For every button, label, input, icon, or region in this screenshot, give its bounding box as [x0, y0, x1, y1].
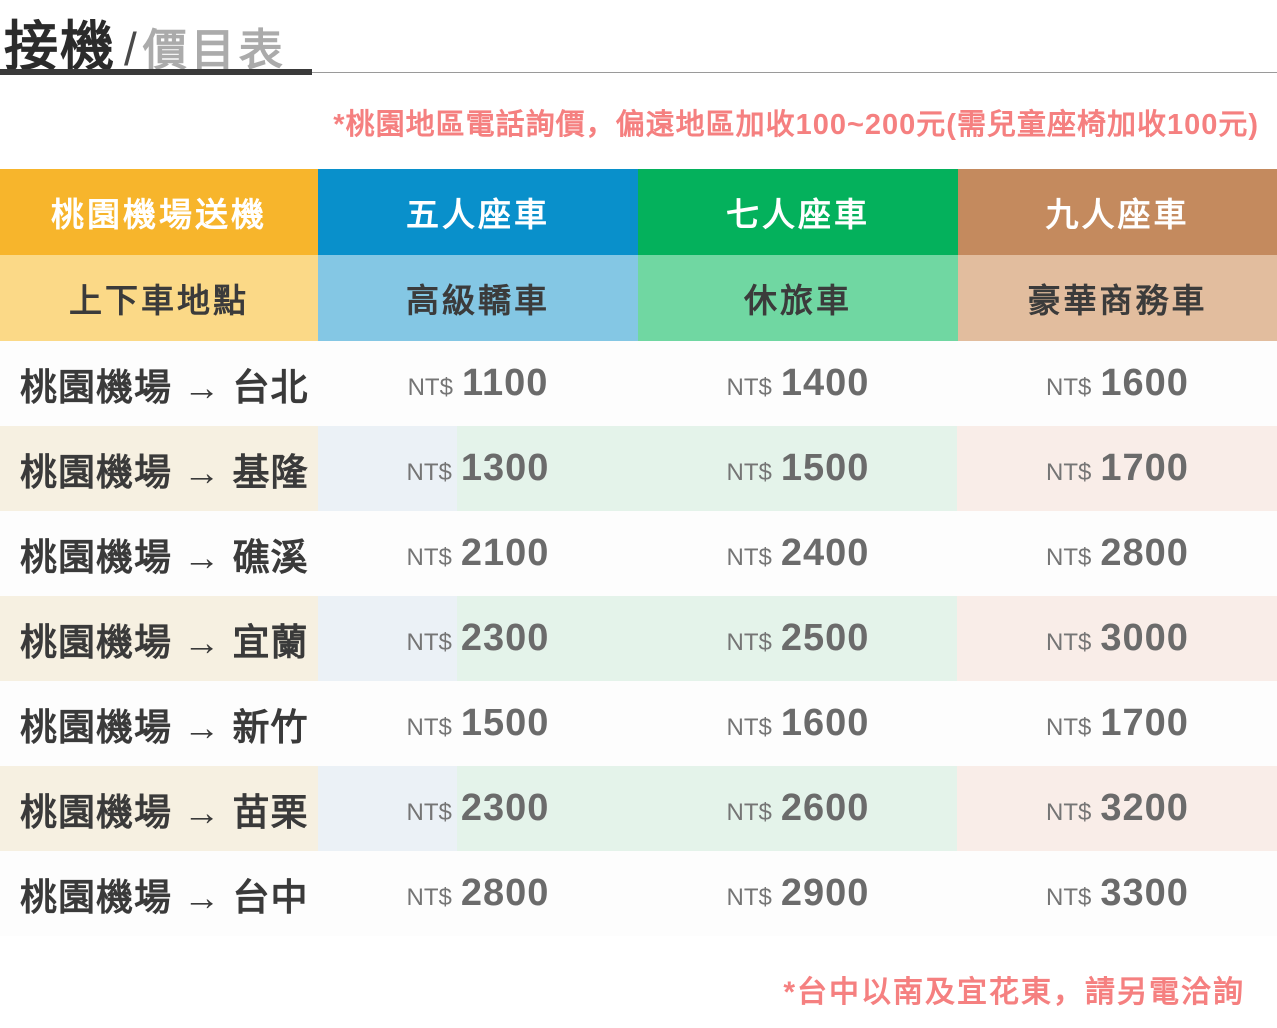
route-cell: 桃園機場 → 新竹	[20, 706, 309, 748]
price-cell: NT$ 2800	[958, 532, 1277, 575]
bottom-note: *台中以南及宜花東，請另電洽詢	[783, 976, 1245, 1009]
price-cell: NT$ 2300	[318, 787, 638, 830]
currency-label: NT$	[406, 884, 452, 911]
currency-label: NT$	[406, 629, 452, 656]
price-cell: NT$ 1100	[318, 362, 638, 405]
price-amount: 3300	[1100, 872, 1189, 914]
currency-label: NT$	[1046, 629, 1092, 656]
price-amount: 1500	[780, 447, 870, 489]
price-amount: 2600	[780, 787, 870, 829]
currency-label: NT$	[726, 884, 772, 911]
currency-label: NT$	[726, 544, 772, 571]
price-cell: NT$ 2500	[638, 617, 958, 660]
price-amount: 2300	[460, 617, 550, 659]
price-cell: NT$ 2900	[638, 872, 958, 915]
currency-label: NT$	[406, 799, 452, 826]
title-secondary: 價目表	[142, 26, 287, 75]
price-cell: NT$ 1600	[958, 362, 1277, 405]
title-primary: 接機	[4, 17, 116, 77]
price-amount: 1400	[780, 362, 870, 404]
currency-label: NT$	[406, 459, 452, 486]
table-row: 桃園機場 → 宜蘭 NT$ 2300 NT$ 2500 NT$ 3000	[0, 596, 1277, 681]
price-amount: 1600	[780, 702, 870, 744]
column-header-cell: 七人座車	[638, 169, 958, 255]
price-amount: 1700	[1100, 447, 1189, 489]
price-amount: 1300	[460, 447, 550, 489]
route-cell: 桃園機場 → 基隆	[20, 451, 309, 493]
table-header-row: 桃園機場送機 五人座車 七人座車 九人座車	[0, 169, 1277, 255]
column-header-cell: 桃園機場送機	[0, 169, 318, 255]
price-cell: NT$ 2300	[318, 617, 638, 660]
currency-label: NT$	[406, 544, 452, 571]
price-cell: NT$ 1300	[318, 447, 638, 490]
price-cell: NT$ 1500	[318, 702, 638, 745]
table-row: 桃園機場 → 基隆 NT$ 1300 NT$ 1500 NT$ 1700	[0, 426, 1277, 511]
column-subheader-cell: 休旅車	[638, 255, 958, 341]
table-row: 桃園機場 → 礁溪 NT$ 2100 NT$ 2400 NT$ 2800	[0, 511, 1277, 596]
price-amount: 2900	[780, 872, 870, 914]
price-cell: NT$ 3000	[958, 617, 1277, 660]
price-amount: 2800	[460, 872, 550, 914]
price-cell: NT$ 1700	[958, 702, 1277, 745]
currency-label: NT$	[1046, 459, 1092, 486]
title-underline-dark-segment	[0, 69, 312, 75]
route-cell: 桃園機場 → 宜蘭	[20, 621, 309, 663]
price-amount: 1700	[1100, 702, 1189, 744]
column-header-cell: 五人座車	[318, 169, 638, 255]
table-row: 桃園機場 → 台中 NT$ 2800 NT$ 2900 NT$ 3300	[0, 851, 1277, 936]
currency-label: NT$	[726, 799, 772, 826]
price-amount: 2500	[780, 617, 870, 659]
price-amount: 2300	[460, 787, 550, 829]
table-row: 桃園機場 → 新竹 NT$ 1500 NT$ 1600 NT$ 1700	[0, 681, 1277, 766]
price-cell: NT$ 1500	[638, 447, 958, 490]
price-cell: NT$ 1400	[638, 362, 958, 405]
table-row: 桃園機場 → 台北 NT$ 1100 NT$ 1400 NT$ 1600	[0, 341, 1277, 426]
table-body: 桃園機場 → 台北 NT$ 1100 NT$ 1400 NT$ 1600 桃園機場 → 基隆 N…	[0, 341, 1277, 936]
column-subheader-cell: 上下車地點	[0, 255, 318, 341]
price-amount: 2100	[460, 532, 550, 574]
title-underline-light-segment	[312, 71, 1277, 73]
table-subheader-row: 上下車地點 高級轎車 休旅車 豪華商務車	[0, 255, 1277, 341]
currency-label: NT$	[406, 714, 452, 741]
route-cell: 桃園機場 → 台北	[20, 366, 309, 408]
price-table: 桃園機場送機 五人座車 七人座車 九人座車 上下車地點 高級轎車 休旅車 豪華商務車 桃園機…	[0, 169, 1277, 936]
price-cell: NT$ 3300	[958, 872, 1277, 915]
currency-label: NT$	[726, 714, 772, 741]
price-amount: 1500	[460, 702, 550, 744]
price-amount: 1600	[1100, 362, 1189, 404]
currency-label: NT$	[726, 629, 772, 656]
price-amount: 2800	[1100, 532, 1189, 574]
route-cell: 桃園機場 → 苗栗	[20, 791, 309, 833]
column-header-cell: 九人座車	[958, 169, 1277, 255]
price-amount: 2400	[780, 532, 870, 574]
page-title: 接機 / 價目表	[0, 0, 1277, 77]
currency-label: NT$	[726, 459, 772, 486]
price-cell: NT$ 2400	[638, 532, 958, 575]
currency-label: NT$	[1046, 714, 1092, 741]
route-cell: 桃園機場 → 礁溪	[20, 536, 309, 578]
column-subheader-cell: 高級轎車	[318, 255, 638, 341]
table-row: 桃園機場 → 苗栗 NT$ 2300 NT$ 2600 NT$ 3200	[0, 766, 1277, 851]
price-amount: 3200	[1100, 787, 1189, 829]
price-amount: 1100	[461, 362, 549, 404]
price-cell: NT$ 1600	[638, 702, 958, 745]
title-slash: /	[124, 23, 137, 75]
currency-label: NT$	[726, 374, 772, 401]
currency-label: NT$	[1046, 544, 1092, 571]
price-cell: NT$ 3200	[958, 787, 1277, 830]
top-note: *桃園地區電話詢價，偏遠地區加收100~200元(需兒童座椅加收100元)	[333, 109, 1259, 141]
currency-label: NT$	[407, 374, 453, 401]
currency-label: NT$	[1046, 799, 1092, 826]
price-amount: 3000	[1100, 617, 1189, 659]
route-cell: 桃園機場 → 台中	[20, 876, 309, 918]
currency-label: NT$	[1046, 884, 1092, 911]
price-cell: NT$ 2100	[318, 532, 638, 575]
column-subheader-cell: 豪華商務車	[958, 255, 1277, 341]
currency-label: NT$	[1046, 374, 1092, 401]
price-cell: NT$ 2800	[318, 872, 638, 915]
title-underline	[0, 69, 1277, 75]
price-cell: NT$ 1700	[958, 447, 1277, 490]
price-cell: NT$ 2600	[638, 787, 958, 830]
